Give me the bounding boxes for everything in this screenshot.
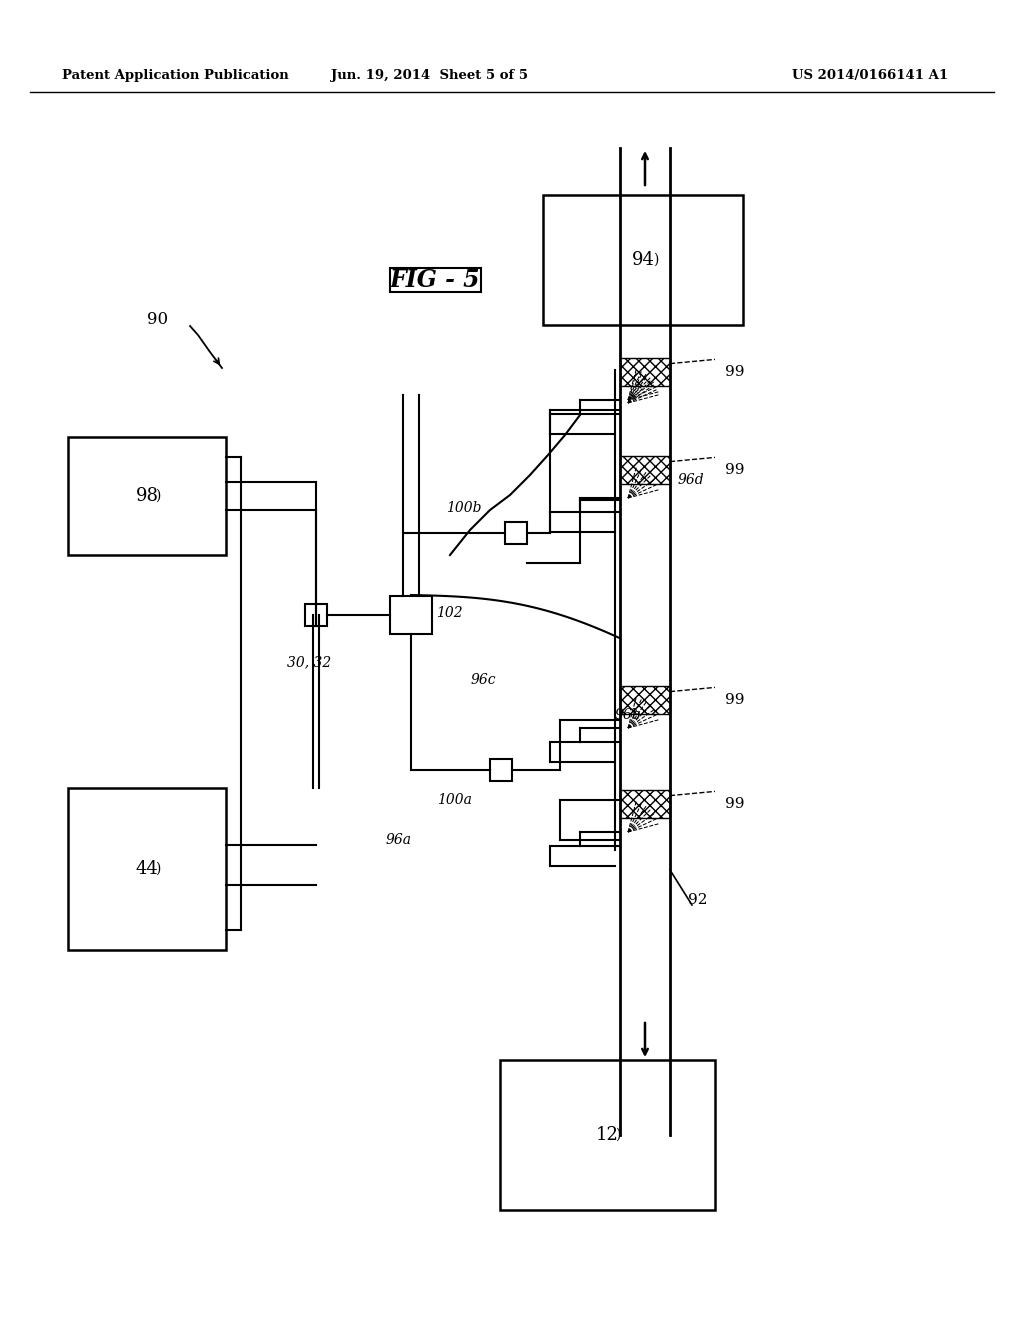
Bar <box>305 605 327 626</box>
Bar <box>390 597 432 634</box>
Bar <box>620 789 670 818</box>
Bar <box>620 358 670 385</box>
Bar <box>620 686 670 714</box>
Text: ): ) <box>155 862 161 876</box>
Text: 96c: 96c <box>471 673 497 686</box>
Bar <box>543 195 743 325</box>
Text: Patent Application Publication: Patent Application Publication <box>62 69 289 82</box>
Bar <box>500 1060 715 1210</box>
Text: FIG - 5: FIG - 5 <box>390 268 480 292</box>
Text: Jun. 19, 2014  Sheet 5 of 5: Jun. 19, 2014 Sheet 5 of 5 <box>332 69 528 82</box>
Text: 92: 92 <box>688 894 708 907</box>
Text: 96b: 96b <box>615 708 642 722</box>
Text: ): ) <box>615 1129 621 1142</box>
Text: 99: 99 <box>725 463 744 477</box>
Bar <box>68 437 226 554</box>
Text: 99: 99 <box>725 693 744 708</box>
Text: 100b: 100b <box>446 502 481 515</box>
Text: US 2014/0166141 A1: US 2014/0166141 A1 <box>792 69 948 82</box>
Text: 90: 90 <box>147 312 168 329</box>
Text: 96a: 96a <box>386 833 412 847</box>
Text: 100a: 100a <box>437 793 472 807</box>
Text: 94: 94 <box>632 251 654 269</box>
Text: 30, 32: 30, 32 <box>287 655 331 669</box>
Text: ): ) <box>653 253 658 267</box>
Bar <box>505 521 527 544</box>
Text: 96d: 96d <box>678 473 705 487</box>
Text: 44: 44 <box>135 861 159 878</box>
Text: 98: 98 <box>135 487 159 506</box>
Bar <box>490 759 512 781</box>
Text: 12: 12 <box>596 1126 618 1144</box>
Text: 99: 99 <box>725 366 744 379</box>
Text: 102: 102 <box>436 606 463 620</box>
Text: ): ) <box>155 488 161 503</box>
Bar <box>68 788 226 950</box>
Bar <box>620 455 670 484</box>
Text: 99: 99 <box>725 797 744 810</box>
